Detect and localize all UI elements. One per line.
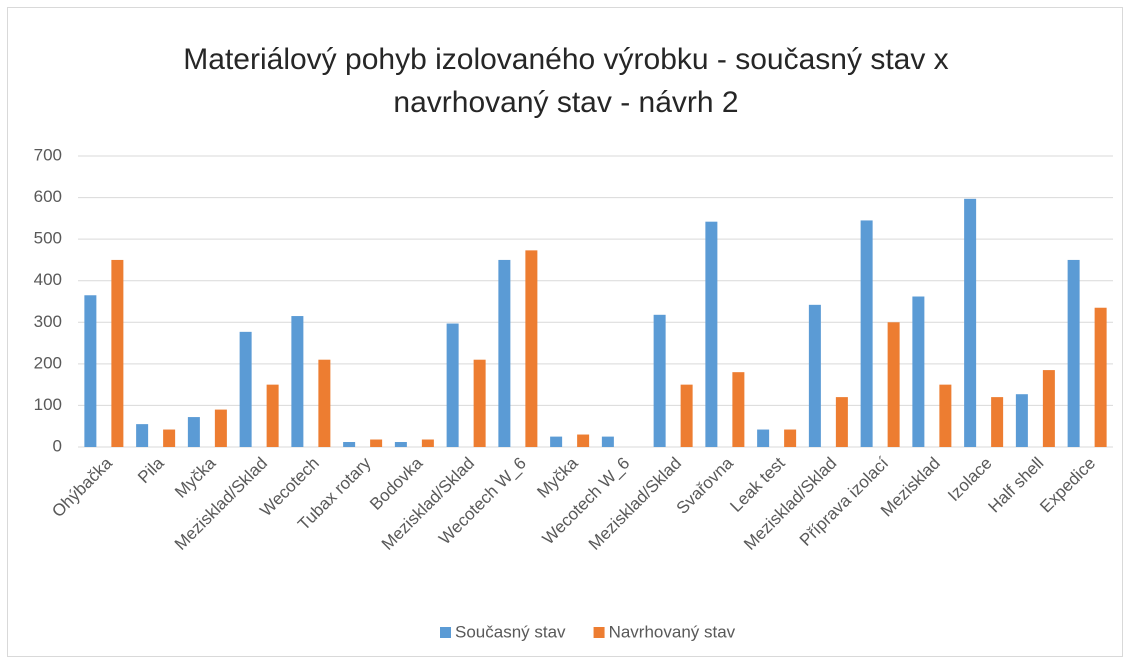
bar bbox=[991, 397, 1004, 447]
x-tick-label: Svařovna bbox=[673, 453, 738, 518]
bar bbox=[163, 429, 176, 447]
bar bbox=[370, 439, 383, 447]
x-tick-label: Mezisklad/Sklad bbox=[585, 454, 685, 554]
x-tick-label: Mezisklad/Sklad bbox=[740, 454, 840, 554]
bar bbox=[84, 295, 97, 447]
chart-frame bbox=[7, 7, 1123, 657]
bar bbox=[1015, 394, 1028, 447]
chart-title: Materiálový pohyb izolovaného výrobku - … bbox=[183, 43, 949, 119]
bar bbox=[498, 259, 511, 447]
bar bbox=[266, 384, 279, 447]
bar bbox=[550, 436, 563, 447]
bar bbox=[214, 409, 227, 447]
bar bbox=[111, 259, 124, 447]
bar bbox=[525, 250, 538, 447]
bar bbox=[784, 429, 797, 447]
bar bbox=[705, 221, 718, 447]
bar bbox=[473, 359, 486, 447]
x-tick-label: Expedice bbox=[1036, 454, 1099, 517]
legend-label: Současný stav bbox=[455, 622, 566, 641]
x-tick-label: Příprava izolací bbox=[796, 453, 892, 549]
legend-swatch bbox=[593, 627, 605, 638]
bar bbox=[318, 359, 331, 447]
x-tick-label: Half shell bbox=[984, 454, 1047, 517]
y-tick-label: 0 bbox=[53, 436, 62, 455]
bar bbox=[601, 436, 614, 447]
x-tick-label: Pila bbox=[134, 453, 168, 487]
bar bbox=[939, 384, 952, 447]
x-tick-label: Mezisklad/Sklad bbox=[378, 454, 478, 554]
x-tick-label: Mezisklad/Sklad bbox=[171, 454, 271, 554]
x-tick-label: Myčka bbox=[533, 453, 582, 502]
bar bbox=[680, 384, 693, 447]
bar bbox=[860, 220, 873, 447]
x-tick-label: Ohýbačka bbox=[48, 453, 116, 521]
bar bbox=[239, 331, 252, 447]
bar bbox=[446, 323, 459, 447]
bar bbox=[187, 417, 200, 447]
y-tick-label: 600 bbox=[34, 187, 62, 206]
legend-label: Navrhovaný stav bbox=[609, 622, 736, 641]
bar bbox=[808, 304, 821, 447]
bar bbox=[732, 372, 745, 447]
bar bbox=[964, 198, 977, 447]
y-tick-label: 700 bbox=[34, 145, 62, 164]
y-tick-label: 500 bbox=[34, 229, 62, 248]
bar bbox=[343, 442, 356, 447]
y-tick-label: 100 bbox=[34, 395, 62, 414]
y-tick-label: 200 bbox=[34, 353, 62, 372]
bar bbox=[577, 434, 590, 447]
bar bbox=[912, 296, 925, 447]
bar bbox=[1094, 307, 1107, 447]
bar bbox=[421, 439, 434, 447]
y-tick-label: 400 bbox=[34, 270, 62, 289]
bar bbox=[887, 322, 900, 447]
y-tick-label: 300 bbox=[34, 312, 62, 331]
x-tick-label: Myčka bbox=[171, 453, 220, 502]
legend-swatch bbox=[440, 627, 451, 638]
bar bbox=[835, 397, 848, 447]
x-tick-label: Izolace bbox=[944, 454, 996, 506]
bar bbox=[136, 424, 149, 447]
bar bbox=[757, 429, 770, 447]
bar bbox=[1067, 259, 1080, 447]
bar bbox=[653, 314, 666, 447]
bar bbox=[1042, 370, 1055, 447]
bar bbox=[291, 316, 304, 447]
bar bbox=[394, 442, 407, 447]
